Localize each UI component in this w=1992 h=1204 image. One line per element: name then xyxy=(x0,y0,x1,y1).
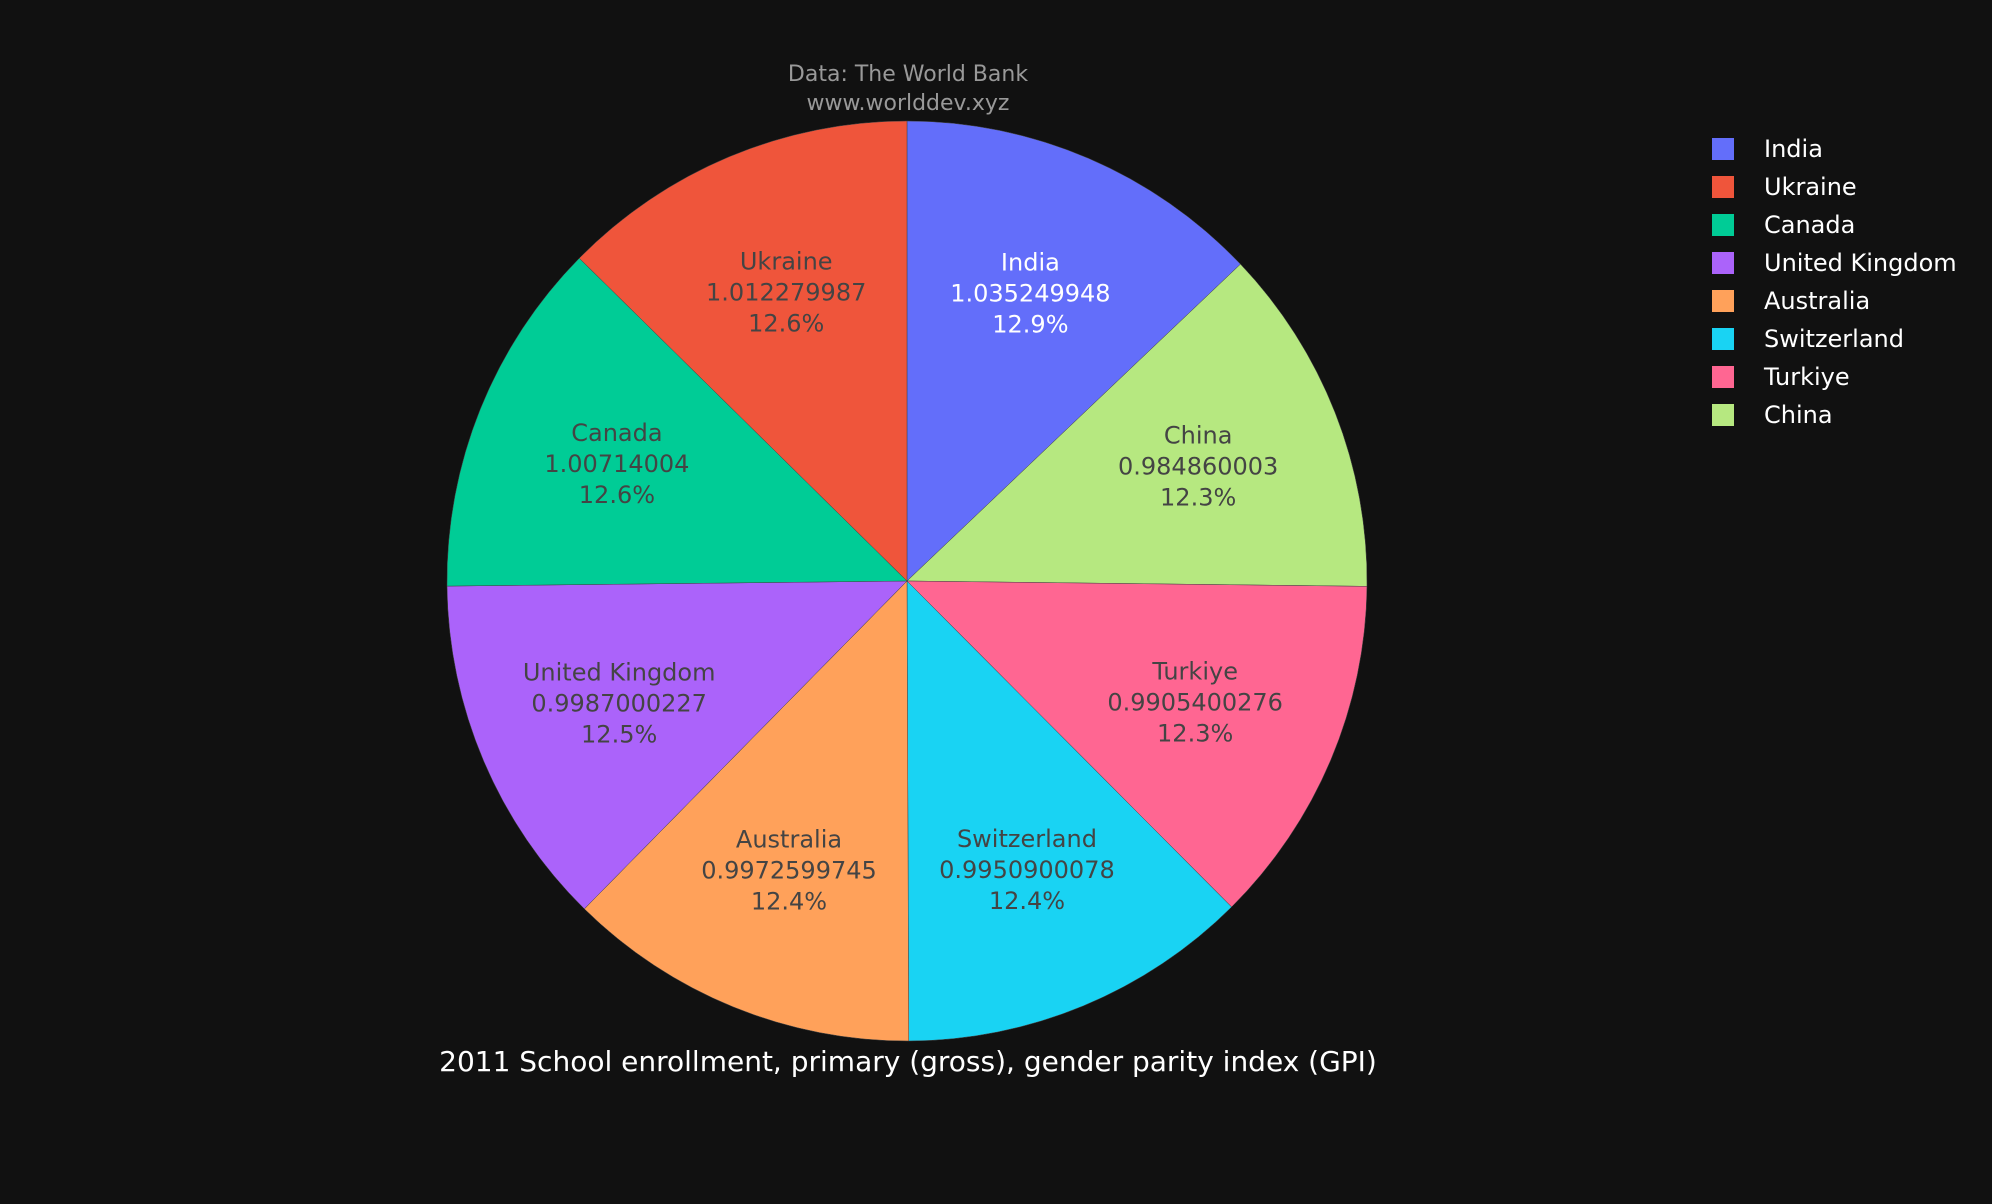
legend-label-india[interactable]: India xyxy=(1764,135,1823,163)
pie-slice-india[interactable] xyxy=(906,120,1241,582)
pie-slice-turkiye[interactable] xyxy=(906,580,1368,908)
pie-slice-switzerland[interactable] xyxy=(906,580,1232,1042)
slice-percent-canada: 12.6% xyxy=(579,481,655,509)
slice-percent-turkiye: 12.3% xyxy=(1157,720,1233,748)
legend-label-ukraine[interactable]: Ukraine xyxy=(1764,173,1857,201)
slice-label-china: China xyxy=(1164,422,1233,450)
legend-label-australia[interactable]: Australia xyxy=(1764,287,1870,315)
slice-value-australia: 0.9972599745 xyxy=(701,857,877,885)
legend-swatch-india[interactable] xyxy=(1712,138,1734,160)
legend-label-switzerland[interactable]: Switzerland xyxy=(1764,325,1904,353)
chart-title: 2011 School enrollment, primary (gross),… xyxy=(439,1045,1377,1078)
slice-label-india: India xyxy=(1001,249,1060,277)
legend-label-turkiye[interactable]: Turkiye xyxy=(1763,363,1850,391)
legend-swatch-ukraine[interactable] xyxy=(1712,176,1734,198)
pie-slice-ukraine[interactable] xyxy=(578,120,908,582)
slice-value-china: 0.984860003 xyxy=(1118,453,1278,481)
legend-swatch-switzerland[interactable] xyxy=(1712,328,1734,350)
pie-slice-labels: India 1.035249948 12.9% China 0.984860003 12.… xyxy=(523,247,1283,915)
legend-label-united-kingdom[interactable]: United Kingdom xyxy=(1764,249,1957,277)
slice-value-india: 1.035249948 xyxy=(950,280,1110,308)
slice-label-united-kingdom: United Kingdom xyxy=(523,658,716,686)
pie-slice-australia[interactable] xyxy=(583,580,909,1042)
slice-label-turkiye: Turkiye xyxy=(1151,658,1238,686)
slice-label-switzerland: Switzerland xyxy=(957,825,1097,853)
slice-percent-united-kingdom: 12.5% xyxy=(581,720,657,748)
slice-label-ukraine: Ukraine xyxy=(740,247,833,275)
legend-label-china[interactable]: China xyxy=(1764,401,1833,429)
source-line-1: Data: The World Bank xyxy=(788,62,1028,87)
slice-value-united-kingdom: 0.9987000227 xyxy=(531,689,707,717)
slice-percent-australia: 12.4% xyxy=(751,888,827,916)
slice-percent-india: 12.9% xyxy=(992,311,1068,339)
pie-slice-china[interactable] xyxy=(906,263,1368,587)
pie-slice-canada[interactable] xyxy=(446,257,908,587)
slice-percent-ukraine: 12.6% xyxy=(748,309,824,337)
legend-swatch-australia[interactable] xyxy=(1712,290,1734,312)
slice-label-australia: Australia xyxy=(736,826,842,854)
legend-swatch-united-kingdom[interactable] xyxy=(1712,252,1734,274)
slice-value-ukraine: 1.012279987 xyxy=(706,278,866,306)
legend: India Ukraine Canada United Kingdom Australi… xyxy=(1712,135,1957,429)
legend-swatch-turkiye[interactable] xyxy=(1712,366,1734,388)
slice-value-canada: 1.00714004 xyxy=(544,450,689,478)
slice-percent-china: 12.3% xyxy=(1160,484,1236,512)
source-line-2: www.worlddev.xyz xyxy=(807,91,1010,116)
pie-slice-united-kingdom[interactable] xyxy=(446,580,908,910)
legend-swatch-canada[interactable] xyxy=(1712,214,1734,236)
slice-value-switzerland: 0.9950900078 xyxy=(939,856,1115,884)
slice-value-turkiye: 0.9905400276 xyxy=(1107,689,1283,717)
legend-swatch-china[interactable] xyxy=(1712,404,1734,426)
pie-slices xyxy=(446,120,1368,1042)
slice-label-canada: Canada xyxy=(571,419,662,447)
slice-percent-switzerland: 12.4% xyxy=(989,887,1065,915)
legend-label-canada[interactable]: Canada xyxy=(1764,211,1855,239)
